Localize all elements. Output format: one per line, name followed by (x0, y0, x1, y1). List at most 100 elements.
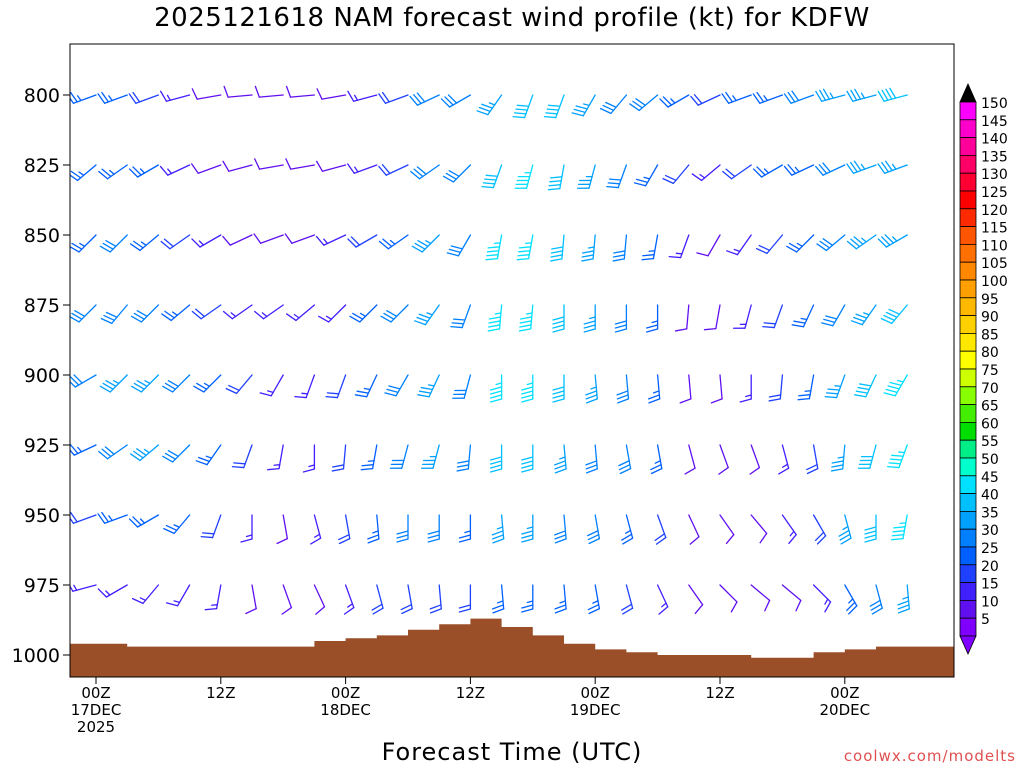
wind-barb (420, 444, 440, 469)
wind-barb (204, 584, 222, 611)
colorbar-bottom-arrow (959, 635, 977, 655)
wind-barb (450, 304, 472, 329)
colorbar-label: 45 (981, 470, 999, 486)
wind-barb (285, 304, 316, 322)
wind-barb (191, 304, 222, 320)
colorbar-swatch (959, 101, 977, 121)
wind-barb (222, 304, 253, 320)
wind-barb (781, 584, 802, 612)
wind-barb (514, 164, 534, 189)
colorbar-swatch (959, 439, 977, 459)
colorbar-swatch (959, 493, 977, 512)
wind-barb (629, 94, 659, 112)
wind-barb (163, 514, 191, 535)
y-tick-label: 925 (24, 435, 60, 457)
plot-background (70, 44, 954, 677)
wind-barb (347, 234, 378, 248)
wind-barb (456, 444, 472, 472)
wind-barb (129, 234, 160, 252)
colorbar-swatch (959, 137, 977, 156)
wind-barb (240, 514, 253, 543)
wind-barb (316, 88, 347, 100)
wind-barb (223, 85, 253, 98)
wind-barb (349, 304, 378, 323)
wind-barb (310, 514, 322, 545)
wind-barb (302, 444, 316, 473)
wind-barb (452, 374, 472, 399)
wind-barb (316, 160, 347, 172)
colorbar-label: 15 (981, 577, 999, 593)
wind-barb (571, 94, 596, 117)
wind-barb (583, 304, 596, 333)
wind-barb (721, 91, 752, 104)
wind-barb (99, 374, 128, 393)
wind-barb (897, 584, 910, 614)
colorbar-swatch (959, 297, 977, 316)
colorbar-label: 65 (981, 399, 999, 415)
wind-barb (587, 514, 601, 545)
wind-barb (191, 163, 222, 174)
wind-barb (378, 234, 409, 250)
wind-barb (614, 304, 628, 333)
colorbar-label: 5 (981, 612, 990, 628)
wind-barb (378, 91, 409, 104)
wind-barb (554, 514, 567, 544)
x-tick-label: 12Z (705, 684, 734, 702)
colorbar-label: 70 (981, 381, 999, 397)
wind-barb (621, 584, 634, 615)
x-tick-label: 2025 (77, 718, 115, 736)
colorbar-swatch (959, 368, 977, 388)
wind-barb (389, 444, 409, 469)
wind-barb (458, 514, 472, 543)
wind-barb (384, 374, 409, 397)
wind-barb (844, 584, 858, 615)
x-tick-label: 12Z (206, 684, 235, 702)
wind-barb (883, 374, 908, 397)
wind-barb (161, 304, 191, 322)
wind-barb (254, 304, 284, 320)
colorbar-label: 140 (981, 132, 1008, 148)
wind-barb (160, 90, 191, 102)
wind-barb (869, 584, 883, 615)
colorbar-label: 20 (981, 559, 999, 575)
wind-barb (446, 234, 472, 257)
surface-terrain (70, 618, 954, 677)
wind-barb (128, 91, 160, 104)
wind-barb (768, 374, 784, 402)
wind-barb (543, 94, 565, 119)
wind-barb (696, 234, 721, 257)
wind-barb (816, 234, 846, 252)
colorbar-label: 25 (981, 541, 999, 557)
colorbar-label: 50 (981, 452, 999, 468)
wind-barb (195, 444, 222, 466)
wind-barb (259, 374, 284, 397)
colorbar-swatch (959, 564, 977, 583)
wind-barb (512, 94, 534, 119)
wind-barb (521, 514, 534, 543)
wind-barb (550, 234, 565, 262)
colorbar-swatch (959, 243, 977, 263)
colorbar-swatch (959, 208, 977, 228)
wind-barb (400, 584, 413, 615)
wind-barb (285, 85, 316, 98)
wind-barb (231, 444, 253, 469)
colorbar-swatch (959, 600, 977, 619)
wind-barb (354, 374, 378, 398)
wind-barb (222, 234, 253, 246)
wind-barb (846, 234, 877, 250)
colorbar-swatch (959, 617, 977, 637)
wind-barb (165, 584, 191, 607)
wind-barb (516, 234, 534, 261)
wind-barb (325, 374, 347, 399)
wind-barb (294, 374, 316, 399)
wind-barb (128, 164, 160, 178)
wind-barb (690, 94, 721, 106)
wind-barb (752, 164, 784, 178)
colorbar-label: 60 (981, 416, 999, 432)
wind-barb (659, 94, 690, 108)
wind-barb (752, 91, 784, 104)
colorbar-label: 90 (981, 310, 999, 326)
wind-barb (100, 304, 128, 325)
